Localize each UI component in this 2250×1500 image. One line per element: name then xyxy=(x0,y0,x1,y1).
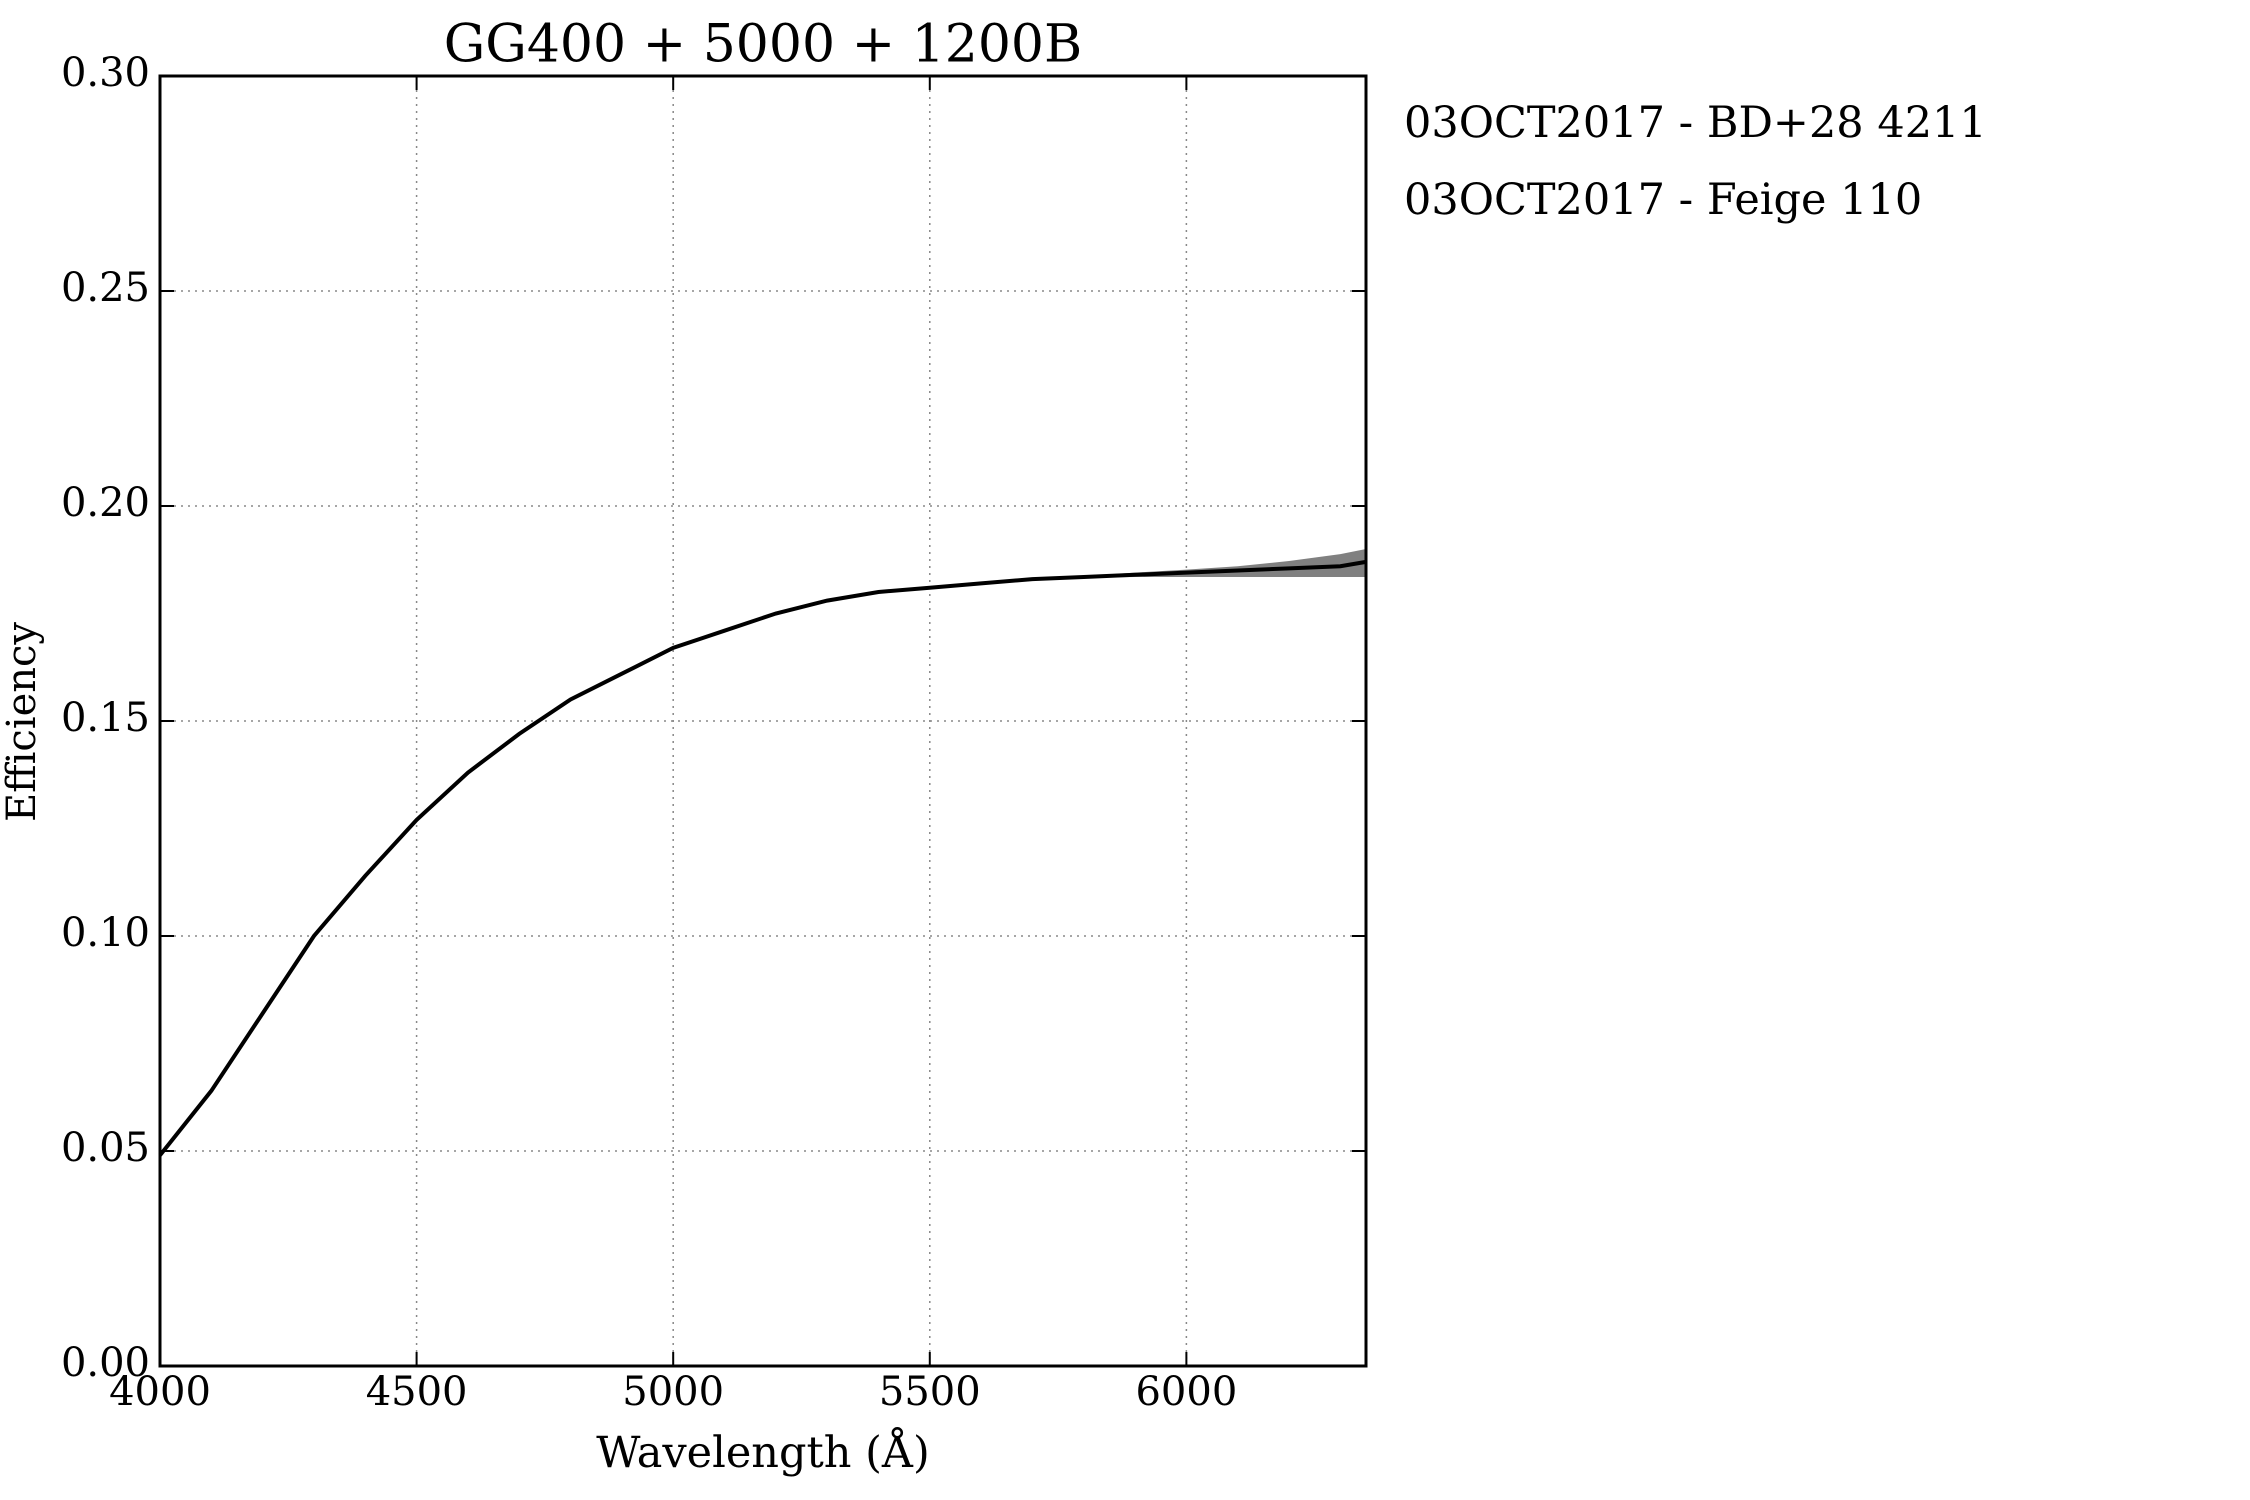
x-tick-label: 6000 xyxy=(1135,1369,1237,1415)
y-tick-label: 0.10 xyxy=(61,910,150,956)
y-tick-label: 0.25 xyxy=(61,265,150,311)
legend-entry: 03OCT2017 - BD+28 4211 xyxy=(1404,98,1987,148)
x-tick-label: 5500 xyxy=(879,1369,981,1415)
y-tick-label: 0.20 xyxy=(61,480,150,526)
chart-title: GG400 + 5000 + 1200B xyxy=(444,15,1082,75)
y-tick-label: 0.15 xyxy=(61,695,150,741)
x-axis-label: Wavelength (Å) xyxy=(596,1427,930,1478)
x-tick-label: 5000 xyxy=(622,1369,724,1415)
x-tick-label: 4000 xyxy=(109,1369,211,1415)
plot-frame xyxy=(158,74,1368,1368)
y-tick-label: 0.30 xyxy=(61,50,150,96)
y-tick-label: 0.05 xyxy=(61,1125,150,1171)
y-tick-label: 0.00 xyxy=(61,1340,150,1386)
x-tick-label: 4500 xyxy=(366,1369,468,1415)
uncertainty-band xyxy=(1032,549,1366,580)
data-line xyxy=(158,559,1367,1157)
y-axis-label: Efficiency xyxy=(0,622,45,822)
legend-entry: 03OCT2017 - Feige 110 xyxy=(1404,175,1922,225)
